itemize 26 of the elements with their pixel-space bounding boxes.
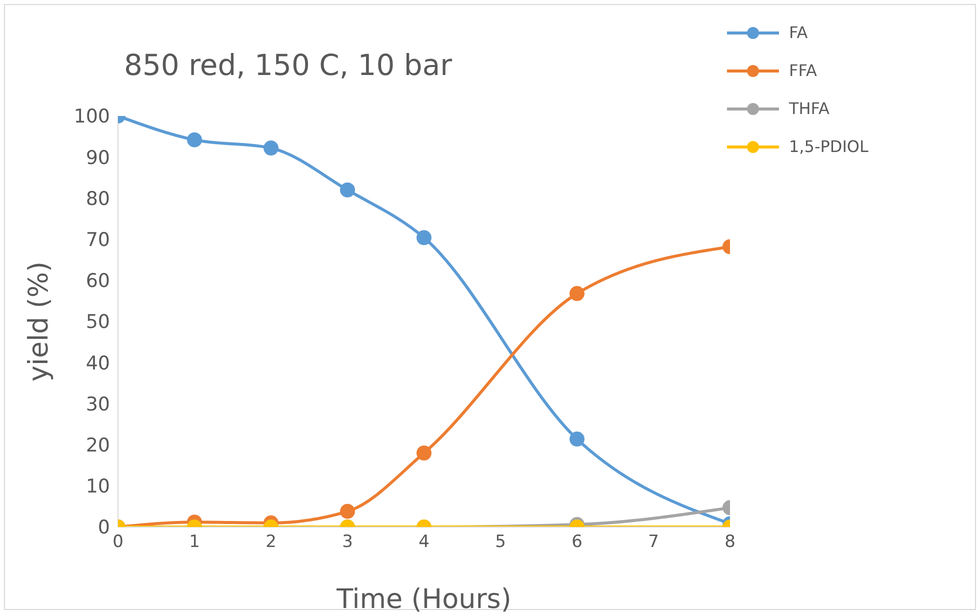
legend-label: 1,5-PDIOL [789, 136, 868, 158]
x-tick-label: 6 [572, 532, 582, 552]
x-tick-label: 0 [112, 532, 124, 552]
legend-label: THFA [789, 98, 830, 120]
x-tick-label: 5 [495, 532, 506, 552]
x-axis-title: Time (Hours) [336, 584, 512, 612]
x-tick-label: 2 [266, 532, 276, 552]
chart-title: 850 red, 150 C, 10 bar [124, 48, 452, 82]
legend-label: FA [789, 22, 808, 44]
y-tick-label: 30 [86, 393, 110, 416]
y-tick-label: 100 [74, 106, 110, 128]
x-tick-label: 4 [418, 532, 430, 552]
x-tick-label: 7 [648, 532, 659, 552]
x-tick-label: 8 [724, 532, 736, 552]
y-axis-title: yield (%) [24, 261, 55, 382]
legend-label: FFA [789, 60, 817, 82]
y-tick-label: 90 [86, 146, 110, 169]
x-tick-label: 3 [342, 532, 353, 552]
y-tick-label: 60 [86, 270, 110, 292]
y-tick-label: 40 [86, 352, 110, 374]
y-tick-label: 70 [86, 229, 110, 252]
y-tick-label: 80 [86, 188, 110, 210]
y-tick-label: 20 [86, 434, 110, 457]
y-tick-label: 10 [86, 476, 110, 498]
x-tick-label: 1 [189, 532, 200, 552]
y-tick-label: 50 [86, 311, 110, 334]
